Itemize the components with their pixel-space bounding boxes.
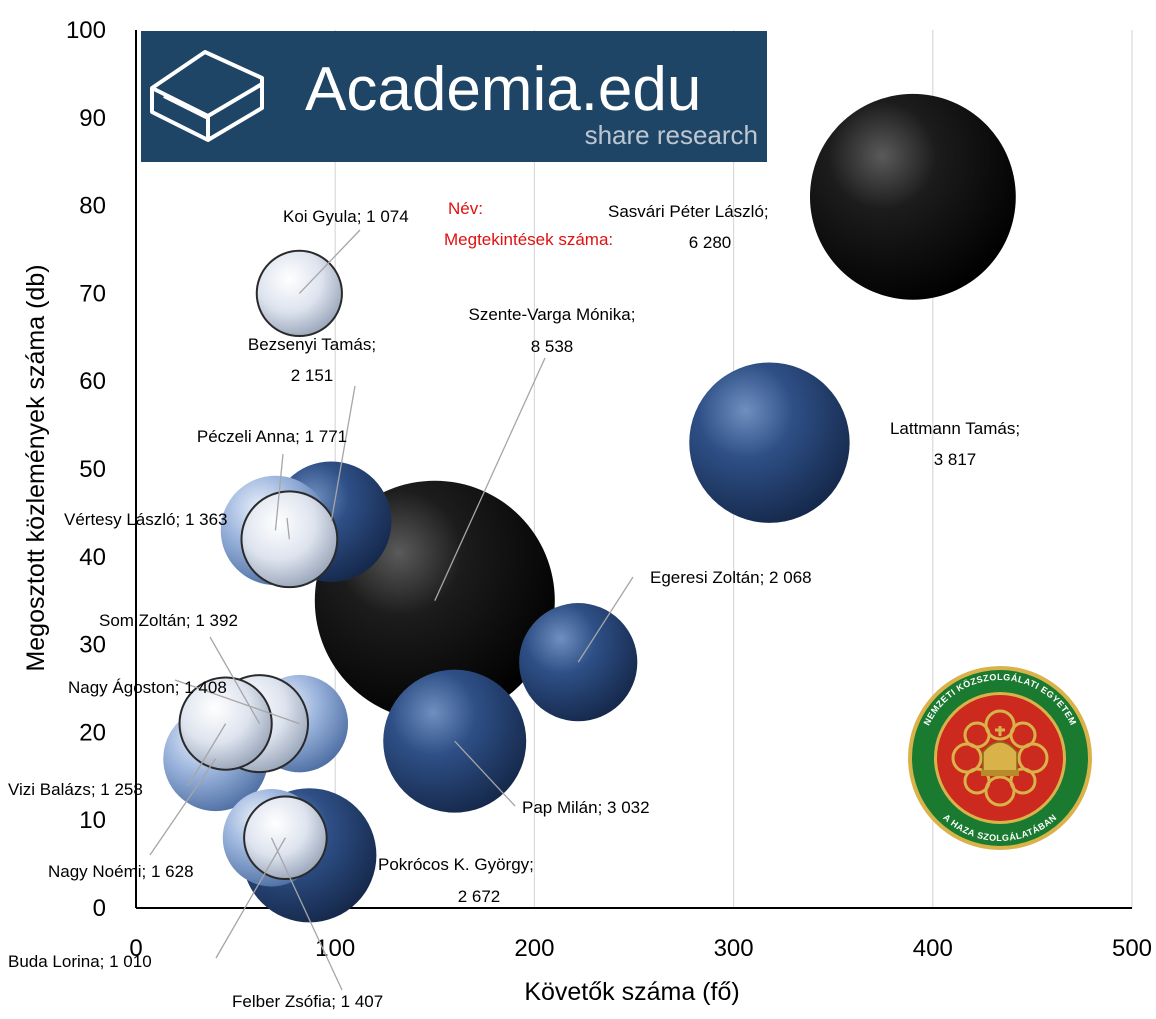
legend-note: Név: Megtekintések száma:	[444, 199, 613, 249]
leader-lines	[149, 229, 634, 991]
leader-line-12	[286, 517, 291, 540]
bubble-labels: Szente-Varga Mónika; 8 538 Sasvári Péter L…	[8, 202, 1020, 1011]
bubble-label-11: Som Zoltán; 1 392	[99, 611, 238, 630]
bubble-label-13: Vizi Balázs; 1 258	[8, 780, 143, 799]
legend-note-line1: Név:	[448, 199, 483, 218]
academia-brand: Academia.edu	[305, 55, 701, 124]
y-tick-label-4: 40	[79, 544, 106, 571]
leader-line-8	[149, 758, 217, 856]
x-axis-title: Követők száma (fő)	[524, 978, 739, 1006]
y-tick-label-5: 50	[79, 456, 106, 483]
bubble-label-3: Pap Milán; 3 032	[522, 798, 650, 817]
y-tick-label-1: 10	[79, 807, 106, 834]
bubble-label-6: Egeresi Zoltán; 2 068	[650, 568, 812, 587]
leader-line-11	[209, 636, 261, 724]
bubble-6	[519, 603, 638, 722]
bubble-value-label-5: 2 151	[291, 366, 334, 385]
leader-line-0	[434, 357, 546, 601]
bubble-label-14: Koi Gyula; 1 074	[283, 207, 409, 226]
x-tick-label-2: 200	[514, 935, 554, 962]
leader-line-3	[454, 740, 516, 807]
bubble-13	[178, 676, 273, 771]
bubble-value-label-4: 2 672	[458, 887, 501, 906]
book-icon	[150, 50, 264, 142]
academia-tagline: share research	[585, 120, 758, 150]
academia-logo: Academia.edu share research	[141, 31, 767, 162]
bubble-2	[689, 362, 850, 523]
x-tick-label-4: 400	[913, 935, 953, 962]
y-tick-label-3: 30	[79, 632, 106, 659]
leader-line-14	[298, 229, 361, 294]
tick-labels: 0 100 200 300 400 500 0 10 20 30 40 50 60 70 80 90 100	[66, 17, 1152, 962]
crown-icon	[981, 726, 1019, 776]
legend-note-line2: Megtekintések száma:	[444, 230, 613, 249]
x-tick-label-1: 100	[315, 935, 355, 962]
bubble-label-2: Lattmann Tamás;	[890, 419, 1020, 438]
leader-line-13	[187, 723, 227, 787]
y-tick-label-2: 20	[79, 719, 106, 746]
bubble-label-7: Péczeli Anna; 1 771	[197, 427, 347, 446]
leader-line-6	[577, 576, 634, 663]
bubble-value-label-0: 8 538	[531, 337, 574, 356]
bubble-label-4: Pokrócos K. György;	[378, 855, 534, 874]
y-tick-label-9: 90	[79, 105, 106, 132]
nke-seal: NEMZETI KÖZSZOLGÁLATI EGYETEM A HAZA SZO…	[908, 666, 1092, 850]
x-tick-label-5: 500	[1112, 935, 1152, 962]
bubble-1	[809, 93, 1016, 300]
leader-line-5	[330, 385, 356, 522]
y-tick-label-8: 80	[79, 193, 106, 220]
y-tick-label-10: 100	[66, 17, 106, 44]
x-tick-label-0: 0	[129, 935, 142, 962]
y-axis-title: Megosztott közlemények száma (db)	[22, 264, 50, 671]
y-tick-label-6: 60	[79, 368, 106, 395]
leader-line-9	[174, 679, 300, 725]
bubble-label-12: Vértesy László; 1 363	[64, 510, 227, 529]
bubble-value-label-1: 6 280	[689, 233, 732, 252]
bubble-label-5: Bezsenyi Tamás;	[248, 335, 376, 354]
leader-line-15	[215, 837, 286, 959]
bubble-3	[383, 669, 527, 813]
y-tick-label-0: 0	[93, 895, 106, 922]
bubble-label-1: Sasvári Péter László;	[608, 202, 769, 221]
leader-line-10	[270, 837, 343, 991]
bubble-label-15: Buda Lorina; 1 010	[8, 952, 152, 971]
bubble-label-0: Szente-Varga Mónika;	[469, 305, 636, 324]
leader-line-7	[274, 453, 284, 531]
bubble-value-label-2: 3 817	[934, 450, 977, 469]
x-tick-label-3: 300	[714, 935, 754, 962]
bubble-label-9: Nagy Ágoston; 1 408	[68, 678, 227, 697]
bubble-label-10: Felber Zsófia; 1 407	[232, 992, 383, 1011]
y-tick-label-7: 70	[79, 280, 106, 307]
bubble-label-8: Nagy Noémi; 1 628	[48, 862, 194, 881]
